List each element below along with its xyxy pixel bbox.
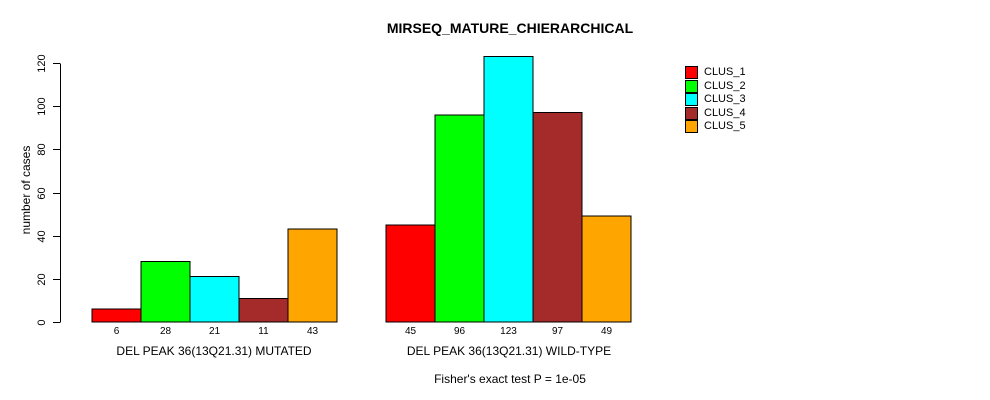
bar-wild_type-clus_4 xyxy=(532,112,583,323)
y-axis-tick-label: 60 xyxy=(36,187,48,199)
legend-label: CLUS_2 xyxy=(704,79,746,92)
bar-value-label: 6 xyxy=(114,326,120,337)
bar-wild_type-clus_1 xyxy=(385,224,436,323)
bar-value-label: 43 xyxy=(307,326,319,337)
legend-item-clus_5: CLUS_5 xyxy=(685,120,746,134)
y-axis-tick-label: 20 xyxy=(36,273,48,285)
legend-label: CLUS_5 xyxy=(704,120,746,133)
bar-value-label: 45 xyxy=(405,326,417,337)
y-axis-tick-label: 80 xyxy=(36,143,48,155)
x-group-label-wild-type: DEL PEAK 36(13Q21.31) WILD-TYPE xyxy=(406,344,612,358)
x-group-label-mutated: DEL PEAK 36(13Q21.31) MUTATED xyxy=(116,344,312,358)
y-axis-tick-label: 0 xyxy=(36,319,48,325)
legend-label: CLUS_4 xyxy=(704,106,746,119)
legend-item-clus_1: CLUS_1 xyxy=(685,66,746,80)
legend-item-clus_3: CLUS_3 xyxy=(685,93,746,107)
legend-label: CLUS_1 xyxy=(704,66,746,79)
bar-mutated-clus_5 xyxy=(287,228,338,323)
legend-swatch-clus_1 xyxy=(685,66,698,80)
legend-swatch-clus_3 xyxy=(685,93,698,107)
bar-mutated-clus_1 xyxy=(91,308,142,323)
y-axis-tick-label: 40 xyxy=(36,230,48,242)
legend: CLUS_1 CLUS_2 CLUS_3 CLUS_4 CLUS_5 xyxy=(685,66,746,134)
legend-item-clus_2: CLUS_2 xyxy=(685,79,746,94)
bar-value-label: 21 xyxy=(209,326,221,337)
bar-value-label: 96 xyxy=(454,326,466,337)
legend-swatch-clus_5 xyxy=(685,120,698,134)
bar-wild_type-clus_3 xyxy=(483,56,534,323)
chart-title: MIRSEQ_MATURE_CHIERARCHICAL xyxy=(386,20,634,36)
bar-value-label: 123 xyxy=(500,326,517,337)
legend-swatch-clus_2 xyxy=(685,79,698,93)
bar-value-label: 28 xyxy=(160,326,172,337)
legend-item-clus_4: CLUS_4 xyxy=(685,106,746,121)
legend-label: CLUS_3 xyxy=(704,93,746,106)
y-axis-tick-label: 120 xyxy=(36,54,48,72)
bar-mutated-clus_4 xyxy=(238,297,289,323)
bar-wild_type-clus_5 xyxy=(581,215,632,323)
bar-mutated-clus_2 xyxy=(140,261,191,323)
bar-mutated-clus_3 xyxy=(189,276,240,323)
bar-wild_type-clus_2 xyxy=(434,114,485,323)
y-axis-tick-label: 100 xyxy=(36,97,48,115)
fisher-test-annotation: Fisher's exact test P = 1e-05 xyxy=(434,372,586,386)
bar-value-label: 49 xyxy=(601,326,613,337)
legend-swatch-clus_4 xyxy=(685,106,698,120)
bar-value-label: 11 xyxy=(258,326,269,337)
bar-value-label: 97 xyxy=(552,326,564,337)
